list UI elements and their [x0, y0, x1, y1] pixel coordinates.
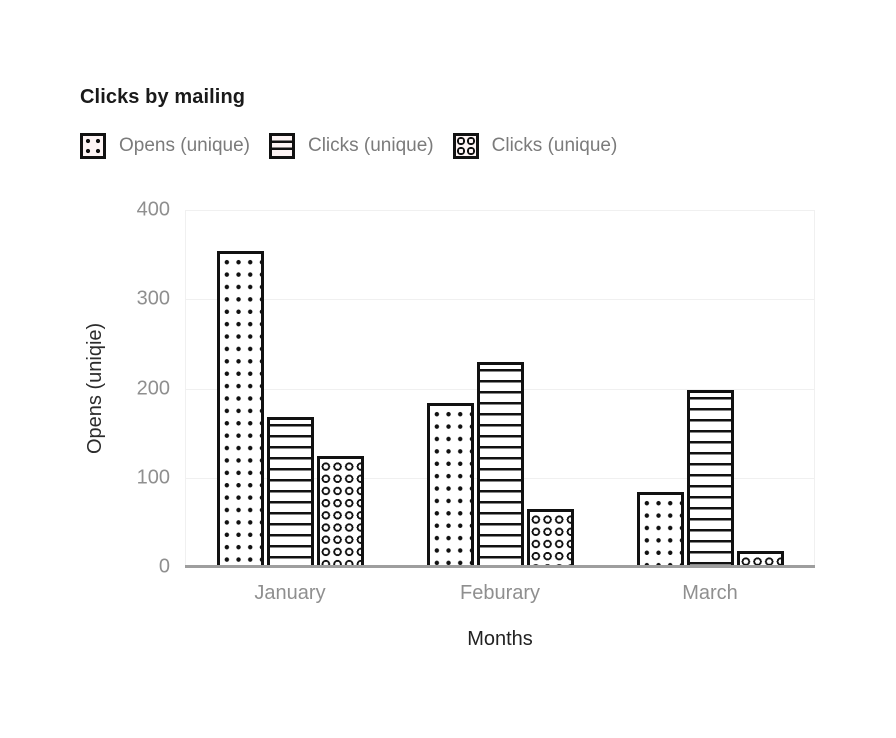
y-tick-label-200: 200 — [136, 377, 170, 399]
plot-area: 0 100 200 300 400 January Feburary March — [137, 199, 815, 604]
bar-january-hlines[interactable] — [266, 417, 314, 567]
y-axis-title: Opens (uniqie) — [84, 322, 106, 455]
horizontal-lines-pattern-swatch-icon — [268, 133, 295, 159]
legend-label: Clicks (unique) — [307, 135, 434, 156]
chart-title: Clicks by mailing — [80, 86, 246, 108]
y-tick-label-100: 100 — [136, 466, 170, 489]
bar-feburary-dots[interactable] — [426, 402, 474, 567]
y-tick-label-300: 300 — [136, 287, 170, 310]
chart-legend: Opens (unique) Clicks (unique) Clicks (u… — [80, 133, 617, 159]
rings-pattern-swatch-icon — [452, 133, 479, 159]
legend-label: Opens (unique) — [119, 135, 250, 156]
x-tick-label-january: January — [254, 582, 326, 604]
bar-march-rings[interactable] — [736, 550, 784, 567]
dots-pattern-swatch-icon — [80, 133, 106, 159]
x-axis-title: Months — [467, 628, 533, 650]
bar-march-dots[interactable] — [636, 492, 684, 567]
y-tick-label-400: 400 — [136, 198, 170, 221]
x-tick-label-feburary: Feburary — [459, 582, 541, 604]
legend-label: Clicks (unique) — [491, 135, 618, 156]
y-tick-label-0: 0 — [158, 555, 170, 578]
legend-item-clicks-unique-lines[interactable]: Clicks (unique) — [268, 133, 434, 159]
legend-item-opens-unique[interactable]: Opens (unique) — [80, 133, 250, 159]
gridline-400 — [185, 210, 815, 211]
bar-feburary-hlines[interactable] — [476, 361, 524, 567]
x-tick-label-march: March — [682, 582, 738, 604]
bar-feburary-rings[interactable] — [526, 509, 574, 567]
legend-item-clicks-unique-rings[interactable]: Clicks (unique) — [452, 133, 618, 159]
bar-march-hlines[interactable] — [686, 390, 734, 567]
gridline-300 — [185, 299, 815, 301]
bar-january-rings[interactable] — [316, 456, 364, 567]
x-axis-line — [185, 565, 815, 568]
bar-january-dots[interactable] — [216, 251, 264, 567]
